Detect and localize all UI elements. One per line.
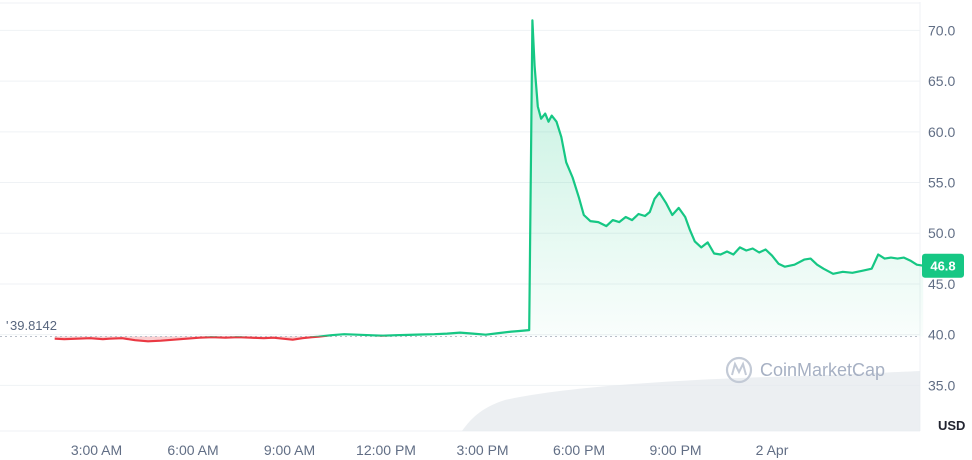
y-tick-label: 65.0	[928, 73, 955, 89]
x-tick-label: 3:00 PM	[456, 442, 508, 458]
y-tick-label: 70.0	[928, 22, 955, 38]
coinmarketcap-logo-icon	[725, 356, 753, 384]
y-tick-label: 45.0	[928, 276, 955, 292]
volume-shape	[462, 371, 920, 431]
currency-label: USD	[938, 418, 965, 433]
x-tick-label: 12:00 PM	[356, 442, 416, 458]
x-tick-label: 3:00 AM	[71, 442, 122, 458]
y-tick-label: 60.0	[928, 124, 955, 140]
price-area-fill	[54, 20, 924, 342]
gridlines	[0, 2, 921, 432]
area-above-reference	[54, 20, 924, 337]
y-tick-label: 40.0	[928, 327, 955, 343]
x-axis: 3:00 AM 6:00 AM 9:00 AM 12:00 PM 3:00 PM 6:00…	[71, 442, 789, 458]
price-line	[54, 19, 924, 343]
watermark: CoinMarketCap	[725, 356, 885, 384]
current-price-label: 46.8	[930, 259, 955, 274]
x-tick-label: 6:00 AM	[167, 442, 218, 458]
volume-area	[462, 371, 920, 431]
y-tick-label: 55.0	[928, 175, 955, 191]
y-tick-label: 50.0	[928, 225, 955, 241]
x-tick-label: 9:00 PM	[649, 442, 701, 458]
y-tick-label: 35.0	[928, 377, 955, 393]
watermark-text: CoinMarketCap	[760, 360, 885, 380]
current-price-badge: 46.8	[922, 253, 964, 278]
price-line-down	[54, 336, 390, 343]
x-tick-label: 9:00 AM	[264, 442, 315, 458]
reference-marker: '	[6, 318, 8, 333]
y-axis: 35.0 40.0 45.0 50.0 55.0 60.0 65.0 70.0	[928, 22, 955, 393]
price-line-up	[200, 19, 924, 337]
x-tick-label: 2 Apr	[756, 442, 789, 458]
x-tick-label: 6:00 PM	[553, 442, 605, 458]
reference-label: 39.8142	[10, 318, 57, 333]
current-price-badge-bg	[922, 253, 964, 278]
coinmarketcap-m-icon	[731, 361, 747, 376]
